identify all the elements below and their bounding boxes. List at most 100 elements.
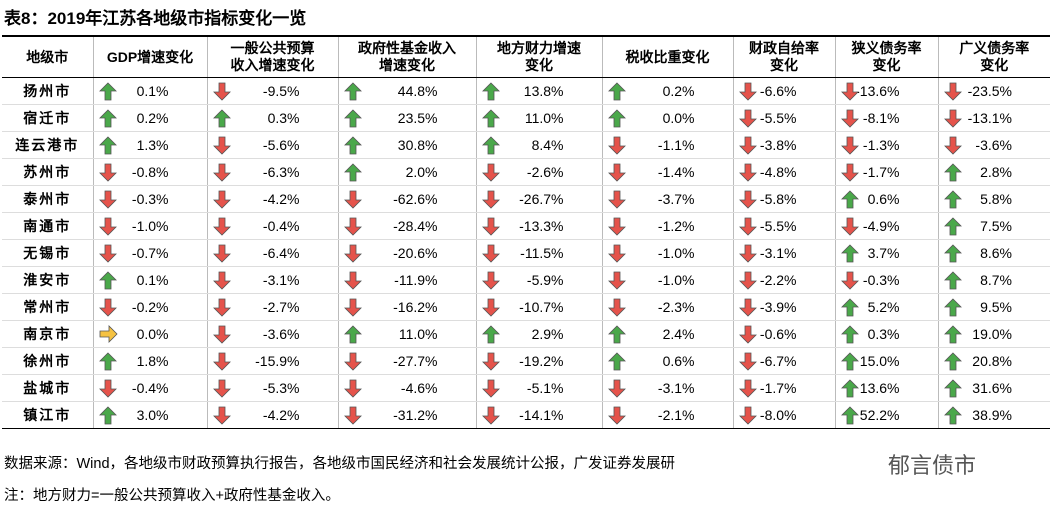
table-row: 镇江市 3.0% -4.2% -31.2% -14.1% -2.1% -8.0% 52.2% 3… [2, 401, 1050, 429]
cell-text: -3.9% [759, 299, 797, 315]
arrow-icon [98, 352, 117, 371]
value-cell: 20.8% [937, 347, 1050, 375]
table-row: 无锡市 -0.7% -6.4% -20.6% -11.5% -1.0% -3.1% 3.7% 8… [2, 239, 1050, 267]
arrow-icon [943, 217, 962, 236]
arrow [738, 136, 757, 155]
value-cell: 0.1% [92, 266, 207, 294]
arrow-icon [212, 217, 231, 236]
value-cell: -3.6% [937, 131, 1050, 159]
arrow-icon [343, 325, 362, 344]
arrow [212, 136, 231, 155]
arrow-icon [943, 82, 962, 101]
header-cell: 广义债务率 变化 [937, 35, 1050, 78]
cell-text: -0.2% [131, 299, 169, 315]
arrow-icon [840, 244, 859, 263]
value-cell: -31.2% [337, 401, 476, 429]
arrow-icon [738, 244, 757, 263]
arrow-icon [343, 109, 362, 128]
arrow-icon [943, 271, 962, 290]
arrow [98, 217, 117, 236]
arrow [98, 271, 117, 290]
cell-text: -27.7% [393, 353, 438, 369]
cell-text: 徐州市 [23, 353, 72, 369]
arrow-icon [840, 82, 859, 101]
arrow [607, 325, 626, 344]
value-cell: -2.2% [732, 266, 835, 294]
arrow [738, 190, 757, 209]
arrow-icon [738, 325, 757, 344]
value-cell: -4.9% [834, 212, 938, 240]
arrow-icon [943, 379, 962, 398]
arrow [607, 217, 626, 236]
arrow [343, 136, 362, 155]
arrow [607, 190, 626, 209]
arrow [840, 379, 859, 398]
value-cell: 0.6% [834, 185, 938, 213]
cell-text: 13.8% [523, 83, 564, 99]
watermark: 郁言债市 [882, 448, 983, 480]
arrow [212, 163, 231, 182]
arrow [212, 352, 231, 371]
cell-text: 9.5% [980, 299, 1012, 315]
value-cell: -5.5% [732, 104, 835, 132]
cell-text: -23.5% [967, 83, 1012, 99]
arrow-icon [607, 298, 626, 317]
arrow-icon [212, 325, 231, 344]
arrow-icon [212, 298, 231, 317]
arrow-icon [98, 163, 117, 182]
arrow-icon [943, 352, 962, 371]
cell-text: -19.2% [519, 353, 564, 369]
arrow [343, 109, 362, 128]
cell-text: 0.0% [136, 326, 169, 342]
value-cell: -0.6% [732, 320, 835, 348]
value-cell: -1.1% [601, 131, 733, 159]
arrow-icon [343, 271, 362, 290]
cell-text: 连云港市 [15, 137, 80, 153]
arrow [98, 82, 117, 101]
arrow-icon [607, 325, 626, 344]
arrow [99, 325, 118, 343]
arrow [212, 190, 231, 209]
table-row: 盐城市 -0.4% -5.3% -4.6% -5.1% -3.1% -1.7% 13.6% 31… [2, 374, 1050, 402]
arrow-icon [212, 244, 231, 263]
arrow [98, 190, 117, 209]
value-cell: -28.4% [337, 212, 476, 240]
arrow [343, 190, 362, 209]
cell-text: -5.8% [759, 191, 797, 207]
cell-text: 泰州市 [23, 191, 72, 207]
arrow [840, 271, 859, 290]
arrow [840, 136, 859, 155]
value-cell: 0.1% [92, 77, 207, 105]
arrow-icon [607, 379, 626, 398]
cell-text: -2.2% [759, 272, 797, 288]
cell-text: -5.6% [262, 137, 300, 153]
cell-text: -31.2% [393, 407, 438, 423]
arrow [943, 406, 962, 425]
value-cell: -5.3% [206, 374, 338, 402]
arrow-icon [481, 379, 500, 398]
cell-text: -3.1% [759, 245, 797, 261]
value-cell: -2.1% [601, 401, 733, 429]
value-cell: 1.3% [92, 131, 207, 159]
cell-text: 0.0% [662, 110, 695, 126]
arrow [98, 163, 117, 182]
city-cell: 常州市 [2, 293, 93, 321]
arrow-icon [738, 271, 757, 290]
value-cell: -13.1% [937, 104, 1050, 132]
header-cell: 财政自给率 变化 [732, 35, 835, 78]
arrow-icon [607, 109, 626, 128]
arrow-icon [943, 109, 962, 128]
arrow-icon [840, 298, 859, 317]
cell-text: -0.8% [131, 164, 169, 180]
cell-text: -1.4% [657, 164, 695, 180]
cell-text: 7.5% [980, 218, 1012, 234]
city-cell: 南京市 [2, 320, 93, 348]
header-cell: 狭义债务率 变化 [834, 35, 938, 78]
value-cell: -4.8% [732, 158, 835, 186]
arrow-icon [212, 379, 231, 398]
arrow-icon [98, 190, 117, 209]
arrow-icon [738, 82, 757, 101]
arrow [98, 109, 117, 128]
cell-text: 31.6% [972, 380, 1012, 396]
cell-text: 淮安市 [23, 272, 72, 288]
